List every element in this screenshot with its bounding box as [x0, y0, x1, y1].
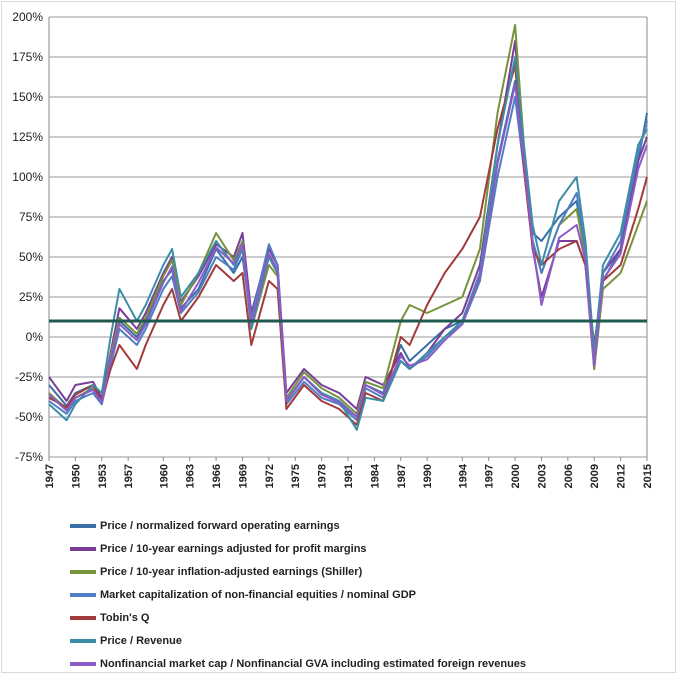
y-tick-labels: -75% -50% -25% 0% 25% 50% 75% 100% 125% 150% 175% 2…	[12, 10, 43, 464]
x-tick-label-7: 1969	[237, 464, 249, 488]
legend-label-1: Price / 10-year earnings adjusted for pr…	[100, 542, 367, 555]
x-tick-label-6: 1966	[211, 464, 223, 488]
legend-swatch-2	[70, 569, 96, 574]
series-line-6	[48, 83, 648, 418]
y-tick-label-6: 75%	[19, 210, 43, 224]
x-tick-label-4: 1960	[158, 464, 170, 488]
legend-label-5: Price / Revenue	[100, 634, 182, 647]
x-tick-label-5: 1963	[185, 464, 197, 488]
series-line-4	[48, 64, 648, 426]
gridlines	[48, 16, 648, 461]
x-tick-label-1: 1950	[70, 464, 82, 488]
legend-label-4: Tobin's Q	[100, 611, 150, 624]
y-tick-label-11: 200%	[12, 10, 43, 24]
legend-item-3: Market capitalization of non-financial e…	[70, 583, 526, 606]
x-tick-label-15: 1994	[457, 463, 469, 488]
y-tick-label-9: 150%	[12, 90, 43, 104]
legend-item-4: Tobin's Q	[70, 606, 526, 629]
y-tick-label-10: 175%	[12, 50, 43, 64]
x-tick-label-3: 1957	[123, 464, 135, 488]
x-tick-label-11: 1981	[343, 464, 355, 488]
legend-item-2: Price / 10-year inflation-adjusted earni…	[70, 560, 526, 583]
legend-label-6: Nonfinancial market cap / Nonfinancial G…	[100, 657, 527, 670]
legend-swatch-0	[70, 523, 96, 528]
y-tick-label-4: 25%	[19, 290, 43, 304]
legend-swatch-1	[70, 546, 96, 551]
legend-item-0: Price / normalized forward operating ear…	[70, 514, 526, 537]
y-tick-label-1: -50%	[15, 410, 43, 424]
legend-swatch-6	[70, 661, 96, 666]
x-tick-label-12: 1984	[369, 463, 381, 488]
legend-label-2: Price / 10-year inflation-adjusted earni…	[100, 565, 363, 578]
x-tick-label-2: 1953	[97, 464, 109, 488]
legend-swatch-3	[70, 592, 96, 597]
y-tick-label-3: 0%	[26, 330, 44, 344]
x-tick-label-14: 1990	[422, 464, 434, 488]
legend-swatch-4	[70, 615, 96, 620]
x-tick-label-17: 2000	[510, 464, 522, 488]
legend-item-6: Nonfinancial market cap / Nonfinancial G…	[70, 652, 526, 675]
x-tick-label-21: 2012	[616, 464, 628, 488]
y-tick-label-2: -25%	[15, 370, 43, 384]
legend-label-3: Market capitalization of non-financial e…	[100, 588, 416, 601]
y-tick-label-7: 100%	[12, 170, 43, 184]
y-tick-label-0: -75%	[15, 450, 43, 464]
x-tick-label-22: 2015	[642, 464, 654, 488]
x-tick-label-16: 1997	[484, 464, 496, 488]
y-tick-label-5: 50%	[19, 250, 43, 264]
x-tick-label-8: 1972	[264, 464, 276, 488]
x-tick-label-18: 2003	[536, 464, 548, 488]
x-tick-label-9: 1975	[290, 464, 302, 488]
legend: Price / normalized forward operating ear…	[70, 514, 526, 675]
x-tick-label-19: 2006	[563, 464, 575, 488]
series-lines	[48, 24, 648, 431]
series-line-1	[48, 40, 648, 410]
y-tick-label-8: 125%	[12, 130, 43, 144]
legend-item-5: Price / Revenue	[70, 629, 526, 652]
legend-swatch-5	[70, 638, 96, 643]
x-tick-label-13: 1987	[396, 464, 408, 488]
legend-label-0: Price / normalized forward operating ear…	[100, 519, 340, 532]
x-tick-label-10: 1978	[317, 464, 329, 488]
x-tick-label-0: 1947	[44, 464, 56, 488]
series-line-5	[48, 56, 648, 431]
x-tick-labels: 1947 1950 1953 1957 1960 1963 1966 1969 1972 1975…	[44, 463, 654, 488]
series-line-3	[48, 96, 648, 422]
legend-item-1: Price / 10-year earnings adjusted for pr…	[70, 537, 526, 560]
x-tick-label-20: 2009	[589, 464, 601, 488]
